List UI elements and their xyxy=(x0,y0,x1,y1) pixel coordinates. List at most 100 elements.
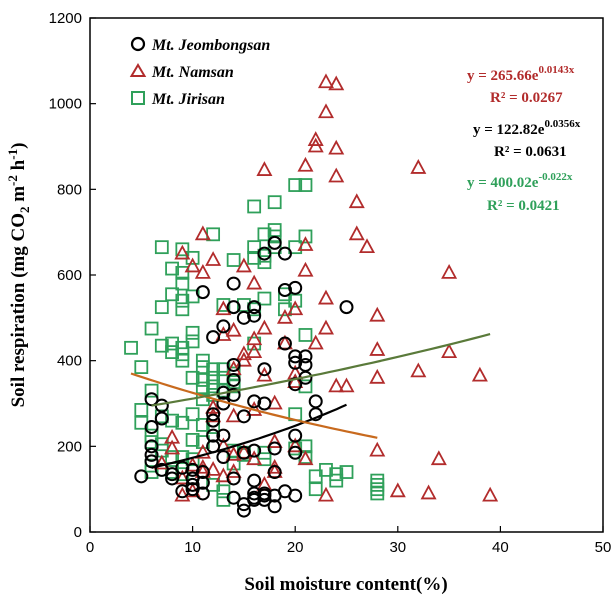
point-triangle xyxy=(225,446,242,461)
point-triangle xyxy=(235,257,252,273)
point-square xyxy=(226,379,241,394)
y-tick-label: 800 xyxy=(57,181,82,198)
legend-label-jeombongsan: Mt. Jeombongsan xyxy=(151,37,270,54)
point-triangle xyxy=(164,439,181,455)
x-tick-label: 40 xyxy=(492,539,509,556)
point-square xyxy=(165,336,179,351)
legend-marker-jirisan xyxy=(131,91,145,105)
point-circle xyxy=(288,428,303,443)
point-square xyxy=(329,473,344,488)
point-square xyxy=(175,450,190,464)
point-circle xyxy=(257,486,272,501)
point-triangle xyxy=(430,450,447,466)
legend-marker-jeombongsan xyxy=(130,36,146,52)
y-axis-title: Soil respiration (mg CO2 m-2 h-1) xyxy=(5,143,32,408)
point-circle xyxy=(288,488,303,503)
point-triangle xyxy=(328,139,345,155)
point-triangle xyxy=(297,261,314,277)
legend-marker-namsan xyxy=(129,63,147,77)
point-triangle xyxy=(317,103,334,119)
point-triangle xyxy=(482,486,499,502)
point-square xyxy=(185,325,200,340)
point-triangle xyxy=(256,319,273,335)
point-triangle xyxy=(194,443,211,459)
point-square xyxy=(175,265,190,280)
point-square xyxy=(226,253,241,267)
point-triangle xyxy=(369,341,386,356)
point-circle xyxy=(226,372,241,387)
point-circle xyxy=(226,276,241,291)
point-triangle xyxy=(287,300,304,316)
point-triangle xyxy=(359,238,376,254)
point-circle xyxy=(206,407,221,422)
point-square xyxy=(175,302,190,317)
point-square xyxy=(226,456,241,471)
point-triangle xyxy=(235,345,252,361)
point-triangle xyxy=(307,334,324,350)
y-tick-label: 0 xyxy=(74,524,82,541)
point-square xyxy=(165,261,179,276)
point-square xyxy=(206,362,221,377)
point-triangle xyxy=(317,486,334,502)
point-square xyxy=(319,462,333,477)
point-circle xyxy=(175,460,190,475)
point-triangle xyxy=(441,343,458,358)
point-circle xyxy=(288,280,303,295)
point-triangle xyxy=(194,263,211,279)
equation-namsan-exp: 0.0143x xyxy=(538,64,574,76)
point-square xyxy=(175,276,190,291)
equation-jirisan-main: y = 400.02e xyxy=(467,175,539,191)
point-triangle xyxy=(174,469,191,485)
point-triangle xyxy=(297,450,314,466)
point-circle xyxy=(298,349,313,364)
point-square xyxy=(195,392,210,407)
regression-annotations: y = 265.66e0.0143x R² = 0.0267 y = 122.8… xyxy=(467,64,581,214)
equation-jeombongsan-exp: 0.0356x xyxy=(544,118,580,130)
axis-ticks xyxy=(89,17,604,533)
point-square xyxy=(185,334,200,349)
series-circle xyxy=(134,235,354,518)
y-title-sup-minus2: -2 xyxy=(5,175,20,186)
point-triangle xyxy=(369,368,386,384)
point-triangle xyxy=(225,321,242,337)
point-circle xyxy=(206,413,221,428)
point-triangle xyxy=(266,394,283,410)
point-square xyxy=(124,340,138,355)
point-triangle xyxy=(328,167,345,183)
point-circle xyxy=(195,475,210,490)
point-circle xyxy=(226,357,241,372)
point-circle xyxy=(144,447,159,462)
point-triangle xyxy=(297,236,314,251)
point-circle xyxy=(236,310,251,325)
point-triangle xyxy=(276,334,293,350)
point-circle xyxy=(175,484,190,499)
point-circle xyxy=(165,471,180,486)
point-square xyxy=(165,345,179,360)
point-circle xyxy=(185,477,200,492)
point-circle xyxy=(144,420,159,435)
point-triangle xyxy=(348,225,365,241)
point-square xyxy=(185,407,200,422)
y-tick-label: 200 xyxy=(57,438,82,455)
point-circle xyxy=(267,499,282,514)
y-tick-label: 600 xyxy=(57,267,82,284)
y-tick-label: 1000 xyxy=(49,96,82,113)
point-triangle xyxy=(441,263,458,279)
point-square xyxy=(175,415,190,430)
trendline-2 xyxy=(151,333,491,407)
point-triangle xyxy=(215,300,232,316)
r2-jirisan: R² = 0.0421 xyxy=(487,198,560,214)
point-triangle xyxy=(194,225,211,241)
point-triangle xyxy=(174,486,191,502)
tick-labels: 0 10 20 30 40 50 0 200 400 600 800 1000 1200 xyxy=(49,10,612,556)
point-triangle xyxy=(471,366,488,382)
y-title-sub-2: 2 xyxy=(17,207,32,214)
point-triangle xyxy=(420,484,437,500)
point-circle xyxy=(247,308,262,323)
point-circle xyxy=(288,349,303,364)
r2-jeombongsan: R² = 0.0631 xyxy=(494,144,567,160)
point-circle xyxy=(277,336,292,351)
point-triangle xyxy=(297,156,314,172)
point-circle xyxy=(226,300,241,315)
point-circle xyxy=(236,409,251,424)
